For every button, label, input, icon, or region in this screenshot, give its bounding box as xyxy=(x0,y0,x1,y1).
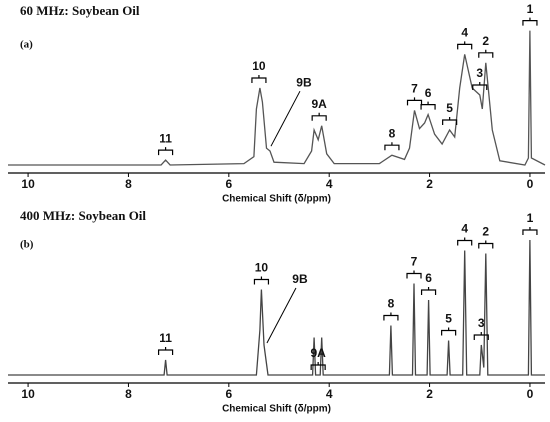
peak-label: 10 xyxy=(255,261,269,275)
peak-bracket xyxy=(457,41,473,50)
panel-label: (b) xyxy=(20,239,34,251)
panel-label: (a) xyxy=(20,39,33,51)
x-tick-label: 0 xyxy=(527,387,534,401)
peak-label: 9B xyxy=(296,75,312,89)
x-tick-label: 10 xyxy=(21,177,35,191)
peak-label: 1 xyxy=(527,2,534,16)
peak-label: 10 xyxy=(252,59,266,73)
peak-bracket xyxy=(253,276,270,285)
spectrum-line xyxy=(8,239,545,376)
peak-bracket xyxy=(157,347,174,355)
x-axis-label: Chemical Shift (δ/ppm) xyxy=(222,194,331,205)
peak-bracket xyxy=(157,147,174,156)
peak-bracket xyxy=(420,101,436,110)
x-tick-label: 2 xyxy=(426,177,433,191)
peak-label: 8 xyxy=(388,297,395,311)
peak-label: 9A xyxy=(311,97,327,111)
peak-bracket xyxy=(384,142,400,151)
peak-label: 11 xyxy=(159,331,172,345)
peak-label: 3 xyxy=(476,66,483,80)
peak-bracket xyxy=(522,227,538,235)
peak-bracket xyxy=(406,270,422,279)
leader-line xyxy=(266,287,297,344)
peak-label: 2 xyxy=(482,225,489,239)
peak-bracket xyxy=(311,112,327,121)
peak-label: 5 xyxy=(445,312,452,326)
peak-label: 8 xyxy=(389,126,396,140)
peak-bracket xyxy=(442,117,458,125)
x-tick-label: 10 xyxy=(21,387,35,401)
peak-label: 1 xyxy=(527,211,534,225)
peak-label: 7 xyxy=(411,82,418,96)
leader-line xyxy=(270,90,301,147)
peak-bracket xyxy=(441,327,457,336)
x-tick-label: 0 xyxy=(527,177,534,191)
peak-bracket xyxy=(406,97,423,106)
chart-title: 400 MHz: Soybean Oil xyxy=(20,208,146,223)
x-tick-label: 4 xyxy=(326,387,333,401)
x-tick-label: 6 xyxy=(225,177,232,191)
peak-bracket xyxy=(472,82,488,90)
peak-label: 6 xyxy=(425,86,432,100)
chart-title: 60 MHz: Soybean Oil xyxy=(20,3,140,18)
peak-label: 4 xyxy=(461,222,468,236)
x-tick-label: 6 xyxy=(225,387,232,401)
peak-label: 11 xyxy=(159,131,172,145)
peak-bracket xyxy=(478,49,494,58)
peak-bracket xyxy=(383,312,399,321)
x-tick-label: 8 xyxy=(125,177,132,191)
x-axis-label: Chemical Shift (δ/ppm) xyxy=(222,404,331,415)
peak-label: 6 xyxy=(425,271,432,285)
peak-label: 9A xyxy=(310,346,326,360)
spectrum-line xyxy=(8,30,546,166)
peak-label: 7 xyxy=(411,255,418,269)
peak-label: 3 xyxy=(478,316,485,330)
peak-label: 2 xyxy=(482,34,489,48)
peak-bracket xyxy=(457,237,473,246)
x-tick-label: 8 xyxy=(125,387,132,401)
peak-bracket xyxy=(310,362,326,370)
peak-bracket xyxy=(420,287,437,295)
peak-label: 9B xyxy=(292,272,308,286)
peak-label: 5 xyxy=(446,101,453,115)
peak-bracket xyxy=(251,75,267,83)
peak-label: 4 xyxy=(461,26,468,40)
peak-bracket xyxy=(473,332,489,340)
peak-bracket xyxy=(522,17,538,26)
x-tick-label: 2 xyxy=(426,387,433,401)
peak-bracket xyxy=(478,240,494,249)
x-tick-label: 4 xyxy=(326,177,333,191)
